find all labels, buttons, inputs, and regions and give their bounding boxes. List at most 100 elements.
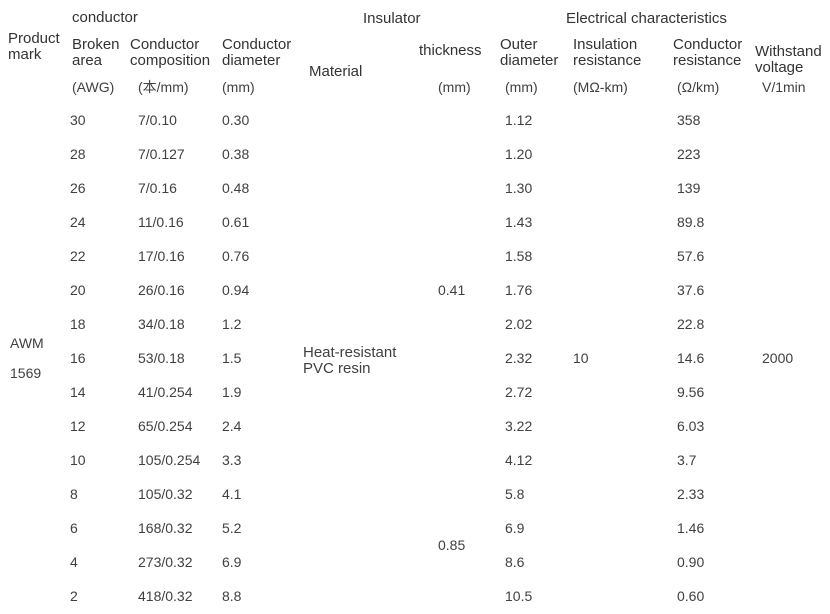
cell-composition: 17/0.16 [138, 248, 185, 264]
cell-conductor-resistance: 57.6 [677, 248, 705, 264]
cell-awg: 22 [70, 248, 86, 264]
cell-composition: 26/0.16 [138, 282, 185, 298]
cell-diameter: 0.30 [222, 112, 250, 128]
cell-conductor-resistance: 6.03 [677, 418, 705, 434]
cell-awg: 30 [70, 112, 86, 128]
cell-conductor-resistance: 9.56 [677, 384, 705, 400]
insulation-resistance-value: 10 [573, 350, 589, 366]
unit-insulation-resistance: (MΩ-km) [573, 79, 628, 95]
product-mark-line1: AWM [10, 335, 44, 351]
cell-diameter: 8.8 [222, 588, 242, 604]
cell-composition: 105/0.32 [138, 486, 193, 502]
cell-conductor-resistance: 0.60 [677, 588, 705, 604]
withstand-voltage-value: 2000 [762, 350, 794, 366]
cell-outer-diameter: 5.8 [505, 486, 525, 502]
material-value: Heat-resistant PVC resin [303, 344, 397, 377]
cell-diameter: 5.2 [222, 520, 242, 536]
header-insulation-resistance: Insulation resistance [573, 36, 642, 69]
cell-awg: 24 [70, 214, 86, 230]
cell-outer-diameter: 2.72 [505, 384, 533, 400]
header-conductor-composition: Conductor composition [130, 36, 211, 69]
cell-composition: 41/0.254 [138, 384, 193, 400]
cell-conductor-resistance: 358 [677, 112, 701, 128]
cell-diameter: 1.5 [222, 350, 242, 366]
cell-diameter: 0.38 [222, 146, 250, 162]
cell-awg: 26 [70, 180, 86, 196]
cell-outer-diameter: 1.58 [505, 248, 533, 264]
cell-composition: 53/0.18 [138, 350, 185, 366]
cell-outer-diameter: 1.12 [505, 112, 533, 128]
cell-composition: 105/0.254 [138, 452, 201, 468]
header-broken-area: Broken area [72, 36, 120, 69]
cell-awg: 20 [70, 282, 86, 298]
cell-composition: 273/0.32 [138, 554, 193, 570]
cell-conductor-resistance: 3.7 [677, 452, 697, 468]
cell-outer-diameter: 10.5 [505, 588, 533, 604]
unit-awg: (AWG) [72, 79, 115, 95]
header-withstand-voltage: Withstand voltage [755, 43, 822, 76]
header-material: Material [309, 63, 363, 80]
header-product-mark: Product mark [8, 30, 60, 63]
cell-conductor-resistance: 22.8 [677, 316, 705, 332]
cell-composition: 168/0.32 [138, 520, 193, 536]
unit-withstand-voltage: V/1min [762, 79, 806, 95]
unit-diameter: (mm) [222, 79, 255, 95]
cell-diameter: 0.76 [222, 248, 250, 264]
cell-composition: 7/0.16 [138, 180, 177, 196]
product-mark-line2: 1569 [10, 365, 42, 381]
cell-diameter: 0.61 [222, 214, 250, 230]
header-conductor: conductor [72, 9, 138, 26]
cell-outer-diameter: 1.76 [505, 282, 533, 298]
cell-composition: 34/0.18 [138, 316, 185, 332]
cell-awg: 4 [70, 554, 78, 570]
cell-outer-diameter: 1.30 [505, 180, 533, 196]
cell-diameter: 1.9 [222, 384, 242, 400]
cell-conductor-resistance: 223 [677, 146, 701, 162]
cell-outer-diameter: 3.22 [505, 418, 533, 434]
cell-diameter: 0.48 [222, 180, 250, 196]
cell-awg: 2 [70, 588, 78, 604]
header-outer-diameter: Outer diameter [500, 36, 559, 69]
cell-outer-diameter: 4.12 [505, 452, 533, 468]
thickness-value-2: 0.85 [438, 537, 466, 553]
cell-awg: 12 [70, 418, 86, 434]
cell-conductor-resistance: 14.6 [677, 350, 705, 366]
cell-composition: 7/0.127 [138, 146, 185, 162]
cell-conductor-resistance: 139 [677, 180, 701, 196]
cell-awg: 10 [70, 452, 86, 468]
cell-diameter: 2.4 [222, 418, 242, 434]
cell-composition: 11/0.16 [138, 214, 184, 230]
cell-diameter: 3.3 [222, 452, 242, 468]
unit-outer-diameter: (mm) [505, 79, 538, 95]
cell-awg: 28 [70, 146, 86, 162]
unit-composition: (本/mm) [138, 79, 189, 95]
cell-conductor-resistance: 2.33 [677, 486, 705, 502]
header-conductor-resistance: Conductor resistance [673, 36, 743, 69]
header-conductor-diameter: Conductor diameter [222, 36, 292, 69]
cell-outer-diameter: 6.9 [505, 520, 525, 536]
cell-diameter: 4.1 [222, 486, 242, 502]
cell-outer-diameter: 8.6 [505, 554, 525, 570]
header-thickness: thickness [419, 42, 482, 59]
cell-outer-diameter: 2.02 [505, 316, 533, 332]
cell-outer-diameter: 1.20 [505, 146, 533, 162]
cell-awg: 18 [70, 316, 86, 332]
unit-thickness: (mm) [438, 79, 471, 95]
cell-awg: 6 [70, 520, 78, 536]
cell-conductor-resistance: 89.8 [677, 214, 705, 230]
thickness-value-1: 0.41 [438, 282, 466, 298]
cell-composition: 65/0.254 [138, 418, 193, 434]
header-insulator: Insulator [363, 10, 421, 27]
cell-diameter: 1.2 [222, 316, 242, 332]
cell-conductor-resistance: 1.46 [677, 520, 705, 536]
cell-awg: 14 [70, 384, 86, 400]
unit-conductor-resistance: (Ω/km) [677, 79, 720, 95]
cell-composition: 418/0.32 [138, 588, 193, 604]
cell-diameter: 6.9 [222, 554, 242, 570]
cell-awg: 16 [70, 350, 86, 366]
cell-conductor-resistance: 37.6 [677, 282, 705, 298]
cell-outer-diameter: 2.32 [505, 350, 533, 366]
cell-outer-diameter: 1.43 [505, 214, 533, 230]
cell-conductor-resistance: 0.90 [677, 554, 705, 570]
cell-diameter: 0.94 [222, 282, 250, 298]
